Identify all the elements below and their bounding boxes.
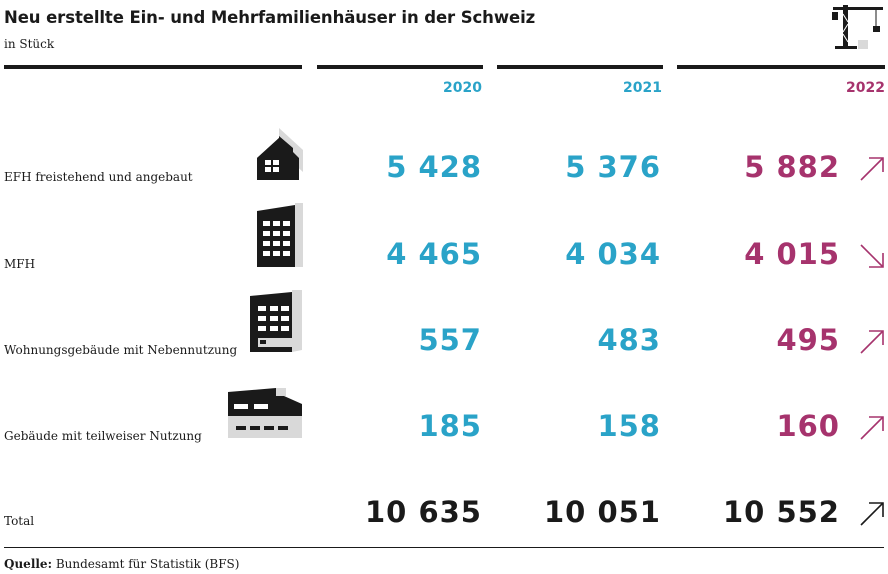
value-total-2022: 10 552	[723, 495, 840, 529]
chart-title: Neu erstellte Ein- und Mehrfamilienhäuse…	[4, 8, 536, 27]
value-total-2021: 10 051	[544, 495, 661, 529]
value-mfh-2022: 4 015	[744, 237, 840, 271]
partial-use-building-icon	[228, 388, 302, 438]
house-icon	[257, 128, 303, 180]
value-wohnungsgebaeude-2022: 495	[776, 323, 840, 357]
header-rule-2022	[677, 65, 885, 69]
column-header-2020: 2020	[443, 80, 482, 96]
column-header-2022: 2022	[846, 80, 885, 96]
header-rule-2021	[497, 65, 663, 69]
value-total-2020: 10 635	[365, 495, 482, 529]
column-header-2021: 2021	[623, 80, 662, 96]
source-label: Quelle:	[4, 557, 52, 571]
chart-subtitle: in Stück	[4, 37, 55, 51]
row-label-mfh: MFH	[4, 257, 36, 271]
apartment-block-icon	[257, 203, 303, 267]
footer-rule	[4, 547, 884, 548]
value-mfh-2021: 4 034	[565, 237, 661, 271]
trend-up-arrow-icon	[860, 157, 884, 181]
value-teilweise-nutzung-2020: 185	[418, 409, 482, 443]
source-text: Bundesamt für Statistik (BFS)	[55, 557, 240, 571]
value-teilweise-nutzung-2022: 160	[776, 409, 840, 443]
value-efh-2020: 5 428	[386, 150, 482, 184]
row-label-efh: EFH freistehend und angebaut	[4, 170, 193, 184]
value-mfh-2020: 4 465	[386, 237, 482, 271]
source-note: Quelle: Bundesamt für Statistik (BFS)	[4, 557, 239, 571]
row-label-total: Total	[4, 514, 35, 528]
value-efh-2022: 5 882	[744, 150, 840, 184]
trend-up-arrow-icon	[860, 416, 884, 440]
crane-icon	[832, 5, 883, 49]
header-rule-2020	[317, 65, 483, 69]
trend-up-arrow-icon	[860, 502, 884, 526]
value-efh-2021: 5 376	[565, 150, 661, 184]
header-rule-label	[4, 65, 302, 69]
trend-down-arrow-icon	[860, 244, 884, 268]
value-wohnungsgebaeude-2021: 483	[597, 323, 661, 357]
row-label-teilweise-nutzung: Gebäude mit teilweiser Nutzung	[4, 429, 202, 443]
mixed-use-building-icon	[250, 290, 302, 352]
trend-up-arrow-icon	[860, 330, 884, 354]
row-label-wohnungsgebaeude: Wohnungsgebäude mit Nebennutzung	[4, 343, 238, 357]
value-wohnungsgebaeude-2020: 557	[418, 323, 482, 357]
value-teilweise-nutzung-2021: 158	[597, 409, 661, 443]
